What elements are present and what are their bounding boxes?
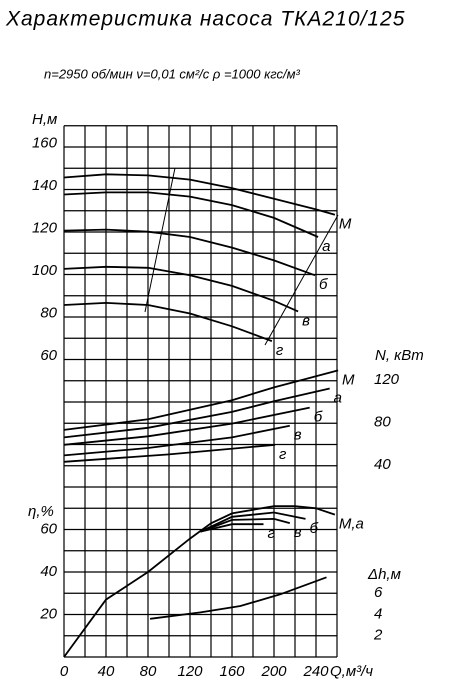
curve-label: г: [279, 446, 287, 463]
y-tick-label: 20: [39, 605, 57, 622]
curve-label: М: [342, 371, 355, 388]
curve: [63, 369, 339, 431]
curve-label: а: [322, 238, 330, 255]
curve: [63, 191, 319, 238]
curve-label: а: [334, 389, 342, 406]
y-tick-label: 4: [374, 605, 382, 622]
boundary-line: [264, 214, 339, 346]
curve: [200, 523, 264, 533]
y-tick-label: 60: [40, 347, 57, 364]
x-tick-label: 0: [60, 663, 69, 680]
x-tick-label: 240: [302, 663, 329, 680]
x-axis-label: Q,м³/ч: [330, 663, 373, 680]
curve: [63, 265, 299, 313]
y-tick-label: 60: [40, 520, 57, 537]
curve-label: в: [294, 427, 302, 444]
y-tick-label: 80: [40, 304, 57, 321]
curve: [63, 443, 276, 463]
curve: [200, 517, 291, 533]
x-tick-label: 40: [98, 663, 115, 680]
curve-label: в: [294, 524, 302, 541]
curve: [63, 505, 336, 658]
curve: [63, 424, 290, 457]
y-tick-label: 80: [374, 413, 391, 430]
curve: [63, 406, 310, 446]
y-tick-label: 2: [373, 627, 383, 644]
y-tick-label: 6: [374, 584, 383, 601]
chart-subtitle: n=2950 об/мин ν=0,01 см²/с ρ =1000 кгс/м…: [44, 66, 300, 81]
y-tick-label: 140: [32, 177, 58, 194]
curve-label: М,а: [339, 516, 364, 533]
y-axis-label: N, кВт: [375, 347, 424, 364]
y-tick-label: 120: [374, 371, 400, 388]
curve: [149, 576, 327, 620]
y-axis-label: Н,м: [32, 111, 57, 128]
curve-label: М: [339, 216, 352, 233]
chart-title: Характеристика насоса ТКА210/125: [5, 8, 405, 31]
y-axis-label: η,%: [28, 503, 54, 520]
curve: [63, 173, 336, 216]
curve-label: б: [319, 276, 328, 293]
y-tick-label: 40: [40, 563, 57, 580]
x-tick-label: 200: [260, 663, 287, 680]
curve: [63, 228, 316, 277]
y-tick-label: 40: [374, 456, 391, 473]
y-tick-label: 120: [32, 219, 58, 236]
y-tick-label: 100: [32, 262, 58, 279]
x-tick-label: 80: [140, 663, 157, 680]
curve: [200, 511, 306, 533]
curve-label: б: [314, 409, 323, 426]
curve: [63, 301, 273, 342]
curve-label: в: [302, 312, 310, 329]
x-tick-label: 120: [177, 663, 203, 680]
y-axis-label: Δh,м: [367, 566, 401, 583]
x-tick-label: 160: [219, 663, 245, 680]
boundary-line: [144, 167, 176, 313]
curve-label: г: [276, 342, 284, 359]
curve: [63, 387, 330, 439]
y-tick-label: 160: [32, 134, 58, 151]
curve-label: г: [268, 525, 276, 542]
curve-label: б: [310, 520, 319, 537]
